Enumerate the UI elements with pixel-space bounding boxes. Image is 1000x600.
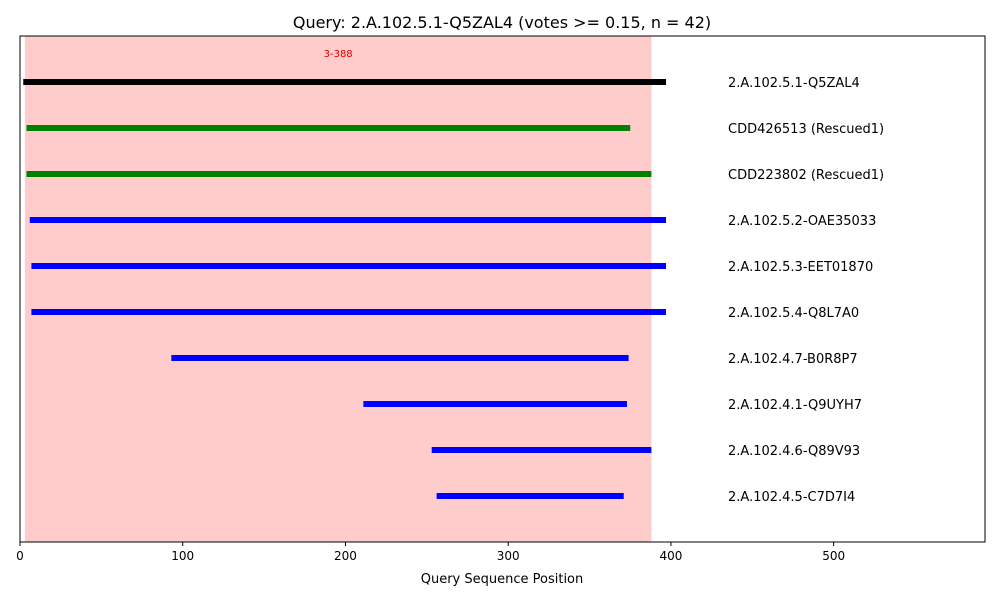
range-bar-label: CDD223802 (Rescued1) <box>728 168 884 183</box>
range-bar-label: 2.A.102.4.6-Q89V93 <box>728 444 860 459</box>
highlight-region <box>24 36 652 542</box>
range-bar-label: 2.A.102.4.1-Q9UYH7 <box>728 398 862 413</box>
range-bar-label: CDD426513 (Rescued1) <box>728 122 884 137</box>
x-tick-label: 400 <box>659 549 682 563</box>
range-bar-label: 2.A.102.4.7-B0R8P7 <box>728 352 858 367</box>
range-bar-label: 2.A.102.4.5-C7D7I4 <box>728 490 855 505</box>
range-bar-label: 2.A.102.5.2-OAE35033 <box>728 214 876 229</box>
x-tick-label: 200 <box>334 549 357 563</box>
x-tick-label: 300 <box>497 549 520 563</box>
plot-area: 3-388 2.A.102.5.1-Q5ZAL4 CDD426513 (Rescue… <box>16 35 986 563</box>
range-bar-label: 2.A.102.5.3-EET01870 <box>728 260 873 275</box>
chart-title: Query: 2.A.102.5.1-Q5ZAL4 (votes >= 0.15… <box>293 13 711 32</box>
highlight-region-label: 3-388 <box>324 49 353 60</box>
x-axis-label: Query Sequence Position <box>421 572 584 587</box>
x-tick-label: 0 <box>16 549 24 563</box>
x-tick-label: 500 <box>822 549 845 563</box>
range-bar-label: 2.A.102.5.1-Q5ZAL4 <box>728 76 860 91</box>
range-bar-label: 2.A.102.5.4-Q8L7A0 <box>728 306 859 321</box>
axes-frame <box>19 35 986 543</box>
x-tick-label: 100 <box>171 549 194 563</box>
